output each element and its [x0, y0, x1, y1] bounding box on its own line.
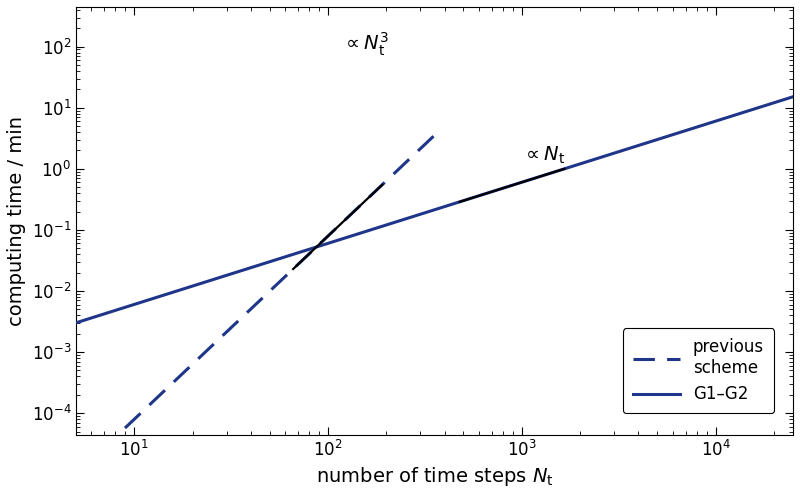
Legend: previous
scheme, G1–G2: previous scheme, G1–G2 — [623, 328, 774, 413]
Text: $\propto N_{\mathrm{t}}$: $\propto N_{\mathrm{t}}$ — [522, 145, 565, 166]
Text: $\propto N_{\mathrm{t}}^{3}$: $\propto N_{\mathrm{t}}^{3}$ — [342, 30, 389, 57]
X-axis label: number of time steps $N_{\mathrm{t}}$: number of time steps $N_{\mathrm{t}}$ — [316, 465, 554, 488]
Y-axis label: computing time / min: computing time / min — [7, 116, 26, 326]
